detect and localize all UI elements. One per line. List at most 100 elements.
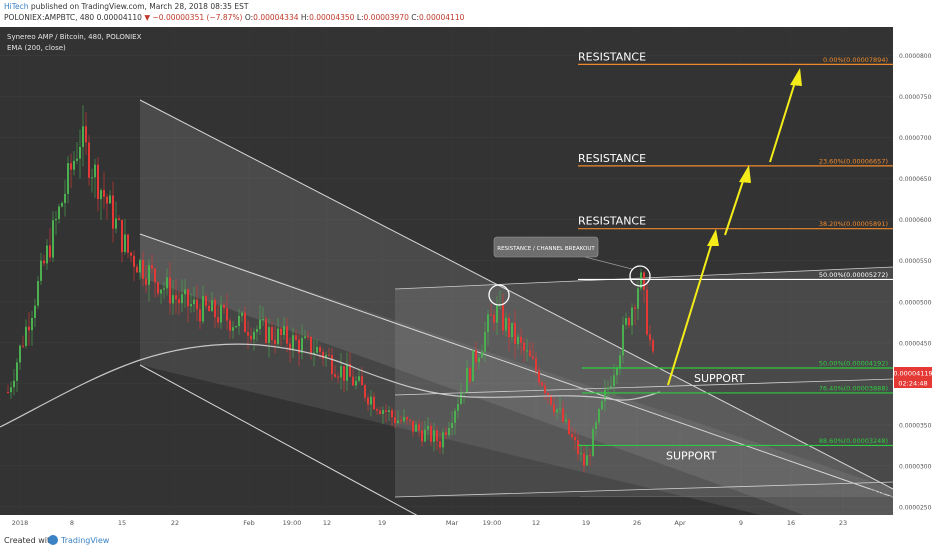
- candle-body: [175, 295, 177, 300]
- candle-body: [145, 278, 147, 285]
- candle-body: [52, 220, 54, 258]
- candle-body: [22, 345, 24, 347]
- candle-body: [475, 350, 477, 363]
- candle-body: [154, 268, 156, 283]
- candles: [7, 105, 654, 473]
- low-value: 0.00003970: [363, 13, 409, 22]
- y-tick-label: 0.00005500: [899, 258, 932, 265]
- candle-body: [19, 345, 21, 363]
- candle-body: [25, 326, 27, 346]
- channel-upper-line[interactable]: [139, 99, 893, 490]
- candle-body: [361, 376, 363, 386]
- x-tick-label: Mar: [446, 519, 459, 527]
- fib-zone-mid-line: [394, 378, 893, 396]
- candle-body: [88, 142, 90, 178]
- x-tick-label: Feb: [243, 519, 255, 527]
- candle-body: [67, 163, 69, 194]
- candle-body: [73, 160, 75, 170]
- projection-arrow-1: [667, 238, 714, 386]
- time-axis[interactable]: 2018 8 15 22 Feb 19:00 12 19 Mar 19:00 12 19 26 Apr 9 1…: [12, 519, 847, 527]
- candle-body: [364, 385, 366, 398]
- candle-body: [625, 318, 627, 325]
- candle-body: [484, 332, 486, 352]
- candle-body: [40, 260, 42, 281]
- candle-body: [637, 288, 639, 309]
- candle-body: [100, 190, 102, 200]
- candle-body: [55, 218, 57, 221]
- candle-body: [289, 343, 291, 351]
- tradingview-link[interactable]: TradingView: [61, 536, 110, 545]
- candle-body: [520, 336, 522, 343]
- candle-body: [577, 440, 579, 455]
- candle-body: [82, 126, 84, 147]
- fib-label: 100.00%(0.00002626): [815, 488, 888, 496]
- candle-body: [271, 327, 273, 341]
- candle-body: [394, 417, 396, 424]
- candle-body: [433, 430, 435, 442]
- fib-label: 88.60%(0.00003248): [819, 437, 888, 445]
- candle-body: [460, 393, 462, 404]
- price-tag-text: 0.00004119: [893, 370, 932, 378]
- ema-line: [0, 343, 661, 428]
- candle-body: [532, 356, 534, 359]
- candle-body: [169, 277, 171, 304]
- candle-body: [445, 432, 447, 436]
- candle-body: [235, 326, 237, 328]
- candle-body: [598, 409, 600, 423]
- candle-body: [298, 339, 300, 353]
- candle-body: [421, 430, 423, 442]
- candle-body: [385, 410, 387, 412]
- open-value: 0.00004334: [253, 13, 299, 22]
- candle-body: [490, 314, 492, 316]
- candle-body: [160, 289, 162, 294]
- breakout-circle-left: [488, 284, 510, 306]
- candle-body: [439, 441, 441, 448]
- x-tick-label: Apr: [674, 519, 686, 527]
- candle-body: [58, 206, 60, 219]
- candle-body: [550, 395, 552, 405]
- candle-body: [121, 219, 123, 253]
- candle-body: [310, 336, 312, 355]
- level-label: RESISTANCE: [578, 152, 646, 165]
- channel-lower-line[interactable]: [139, 364, 420, 517]
- candle-body: [517, 336, 519, 344]
- candle-body: [640, 272, 642, 289]
- candle-body: [46, 245, 48, 264]
- channel-mid-line[interactable]: [139, 233, 893, 498]
- candle-body: [112, 195, 114, 229]
- candle-body: [220, 304, 222, 323]
- candle-body: [505, 317, 507, 331]
- candle-body: [256, 329, 258, 332]
- candle-body: [586, 455, 588, 466]
- upper-channel-fill: [140, 100, 893, 515]
- candle-body: [556, 409, 558, 413]
- candle-body: [283, 326, 285, 336]
- candle-body: [16, 362, 18, 381]
- candle-body: [580, 453, 582, 455]
- candle-body: [388, 410, 390, 412]
- candle-body: [199, 309, 201, 322]
- candle-body: [544, 385, 546, 394]
- candle-body: [10, 387, 12, 393]
- publish-info: HiTech published on TradingView.com, Mar…: [4, 2, 248, 12]
- candle-body: [223, 304, 225, 309]
- candle-body: [319, 347, 321, 352]
- candle-body: [382, 410, 384, 414]
- candle-body: [124, 234, 126, 253]
- candle-body: [136, 266, 138, 273]
- candle-body: [553, 404, 555, 413]
- candle-body: [454, 410, 456, 423]
- candle-body: [316, 347, 318, 353]
- published-text: published on TradingView.com, March 28, …: [30, 2, 249, 11]
- candle-body: [70, 163, 72, 170]
- author-link[interactable]: HiTech: [4, 2, 29, 11]
- candle-body: [541, 382, 543, 386]
- candle-body: [265, 319, 267, 343]
- candle-body: [49, 245, 51, 258]
- candle-body: [139, 260, 141, 273]
- fib-zone-fill: [395, 267, 893, 497]
- candle-body: [274, 340, 276, 345]
- price-chart[interactable]: RESISTANCE / CHANNEL BREAKOUT 0.00%(0.00…: [0, 27, 932, 531]
- candle-body: [367, 397, 369, 405]
- x-tick-label: 23: [839, 519, 847, 527]
